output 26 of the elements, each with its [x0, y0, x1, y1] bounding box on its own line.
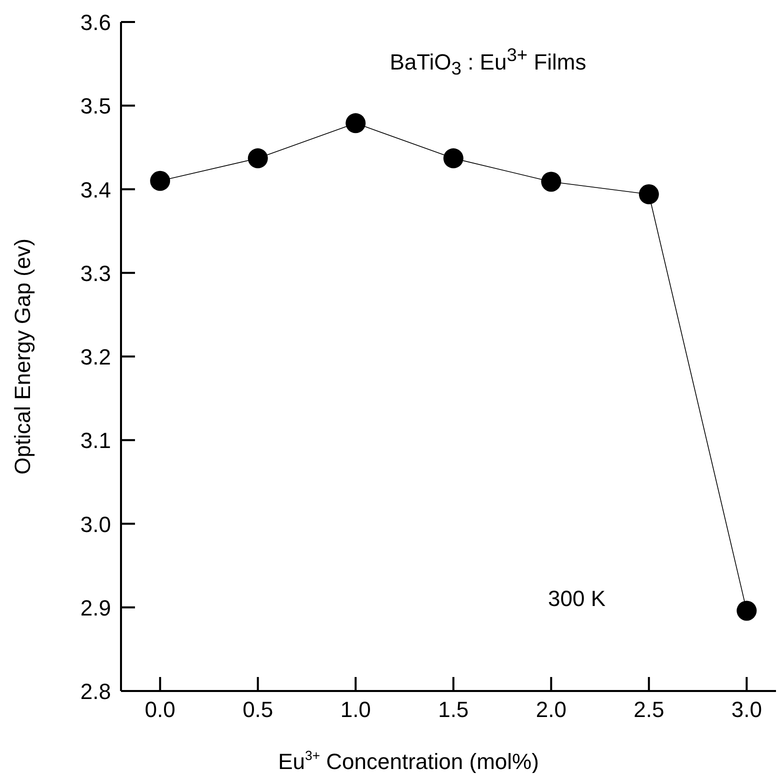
point — [248, 148, 268, 168]
x-tick-label: 1.5 — [438, 697, 469, 722]
x-tick-label: 3.0 — [731, 697, 762, 722]
point — [638, 184, 659, 204]
y-tick-label: 3.0 — [80, 512, 111, 537]
point — [541, 172, 562, 192]
text: BaTiO$_{3}$ : Eu$^{3+}$ Films — [388, 44, 588, 80]
y-tick-label: 3.6 — [80, 10, 111, 35]
x-tick-label: 2.0 — [536, 697, 566, 722]
x-tick-label: 0.0 — [144, 697, 176, 722]
x-tick-label: 1.0 — [340, 697, 371, 722]
y-tick-label: 2.9 — [80, 595, 111, 620]
y-tick-label: 2.8 — [80, 679, 111, 704]
point — [443, 148, 464, 168]
point — [346, 113, 366, 134]
y-tick-label: 3.5 — [80, 94, 111, 119]
y-tick-label: 3.1 — [80, 428, 111, 454]
x-tick-label: 2.5 — [634, 697, 664, 722]
y-tick-label: 3.3 — [80, 260, 111, 286]
annotation: 300 K — [548, 586, 606, 612]
point — [736, 600, 757, 621]
x-tick-label: 0.5 — [242, 697, 274, 722]
y-axis-title: Optical Energy Gap (ev) — [10, 238, 35, 474]
y-tick-label: 3.2 — [80, 344, 111, 370]
y-tick-label: 3.4 — [80, 177, 111, 202]
point — [150, 170, 170, 191]
